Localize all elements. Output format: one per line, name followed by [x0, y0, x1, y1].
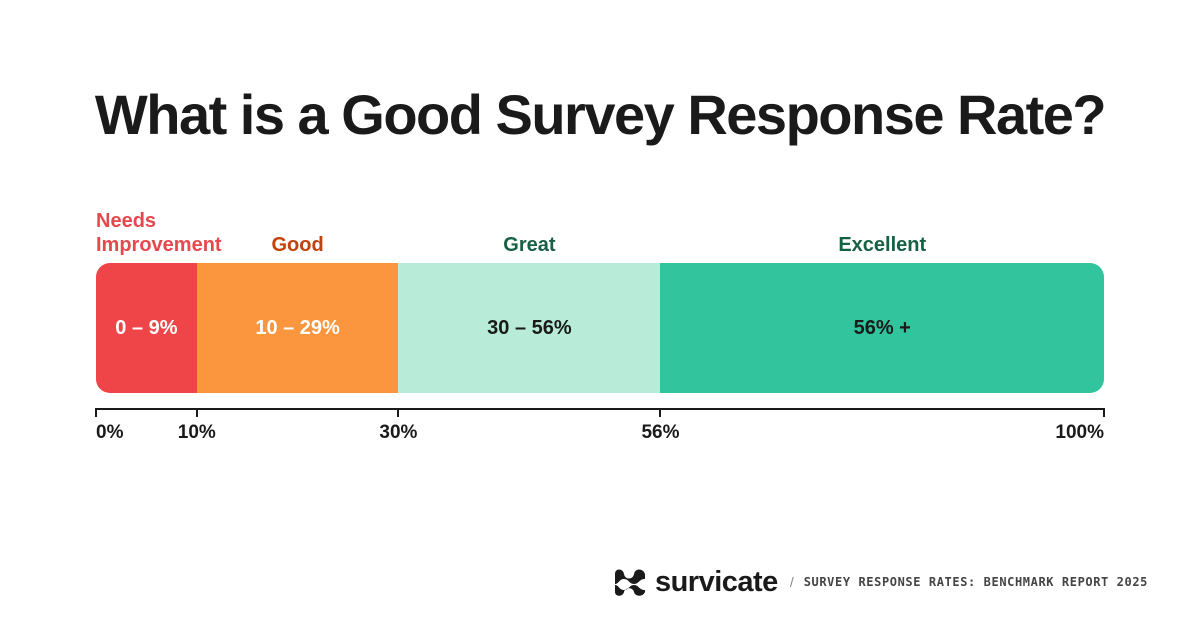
segment-name-label: Needs Improvement [96, 209, 222, 257]
bar-segment-excellent [660, 263, 1104, 393]
segment-name-line: Needs [96, 210, 157, 232]
bar-segment-good [196, 263, 399, 393]
segment-value-label: 56% + [853, 317, 911, 339]
x-axis-tick [195, 408, 198, 417]
segment-name-line: Improvement [96, 234, 222, 256]
segment-value-label: 10 – 29% [255, 317, 340, 339]
range-bar: 0 – 9% 10 – 29% 30 – 56% 56% + [96, 263, 1104, 393]
segment-name-label: Great [503, 234, 556, 256]
x-axis-tick [397, 408, 400, 417]
x-axis-tick [95, 408, 97, 417]
bar-segment-needs-improvement [96, 263, 197, 393]
x-axis-tick-label: 30% [379, 422, 418, 443]
segment-name-label: Good [271, 234, 324, 256]
bar-segment-great [398, 263, 661, 393]
segment-name-label: Excellent [838, 234, 927, 256]
segment-value-label: 0 – 9% [115, 317, 178, 339]
footer: survicate / SURVEY RESPONSE RATES: BENCH… [613, 562, 1148, 602]
x-axis-tick-label: 0% [96, 422, 124, 443]
segment-value-label: 30 – 56% [487, 317, 572, 339]
x-axis-line [96, 408, 1104, 410]
x-axis-tick-label: 10% [177, 422, 216, 443]
footer-separator: / [789, 574, 794, 590]
x-axis-tick [659, 408, 662, 417]
brand-name: survicate [654, 565, 778, 598]
x-axis-tick-label: 100% [1055, 422, 1104, 443]
x-axis-tick-label: 56% [641, 422, 680, 443]
chart-title: What is a Good Survey Response Rate? [94, 83, 1107, 146]
survicate-logo-icon [614, 569, 645, 596]
x-axis-tick [1103, 408, 1105, 417]
report-title: SURVEY RESPONSE RATES: BENCHMARK REPORT … [803, 575, 1148, 589]
